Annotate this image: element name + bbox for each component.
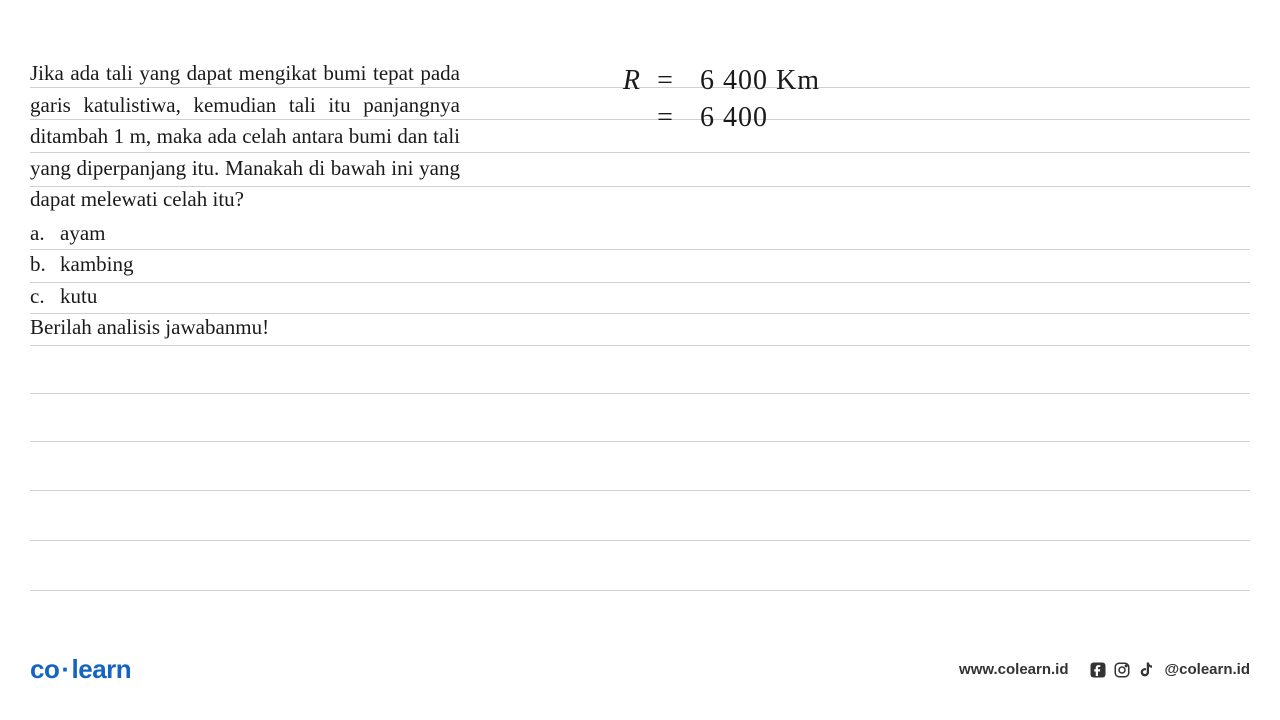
option-text: kutu xyxy=(60,281,97,313)
option-label: b. xyxy=(30,249,60,281)
option-a: a. ayam xyxy=(30,218,460,250)
hw-value: 6 400 Km xyxy=(680,65,820,97)
footer: co·learn www.colearn.id @colearn.id xyxy=(30,654,1250,685)
hw-line-2: = 6 400 xyxy=(580,102,820,134)
hw-equals: = xyxy=(650,65,680,97)
option-text: ayam xyxy=(60,218,105,250)
logo-prefix: co xyxy=(30,654,59,684)
hw-value: 6 400 xyxy=(680,102,768,134)
hw-equals: = xyxy=(650,102,680,134)
option-label: a. xyxy=(30,218,60,250)
instagram-icon xyxy=(1113,661,1131,679)
option-c: c. kutu xyxy=(30,281,460,313)
options-list: a. ayam b. kambing c. kutu xyxy=(30,218,460,313)
hw-symbol: R xyxy=(580,65,650,97)
question-block: Jika ada tali yang dapat mengikat bumi t… xyxy=(30,58,460,344)
hw-line-1: R = 6 400 Km xyxy=(580,65,820,97)
logo-suffix: learn xyxy=(72,654,132,684)
footer-right: www.colearn.id @colearn.id xyxy=(959,661,1250,679)
logo-dot: · xyxy=(61,654,69,684)
facebook-icon xyxy=(1089,661,1107,679)
tiktok-icon xyxy=(1137,661,1155,679)
option-b: b. kambing xyxy=(30,249,460,281)
social-handle: @colearn.id xyxy=(1165,661,1250,678)
colearn-logo: co·learn xyxy=(30,654,131,685)
handwritten-work: R = 6 400 Km = 6 400 xyxy=(580,65,820,139)
option-label: c. xyxy=(30,281,60,313)
question-text: Jika ada tali yang dapat mengikat bumi t… xyxy=(30,58,460,216)
social-links: @colearn.id xyxy=(1089,661,1250,679)
option-text: kambing xyxy=(60,249,134,281)
website-url: www.colearn.id xyxy=(959,661,1068,678)
question-instruction: Berilah analisis jawabanmu! xyxy=(30,312,460,344)
